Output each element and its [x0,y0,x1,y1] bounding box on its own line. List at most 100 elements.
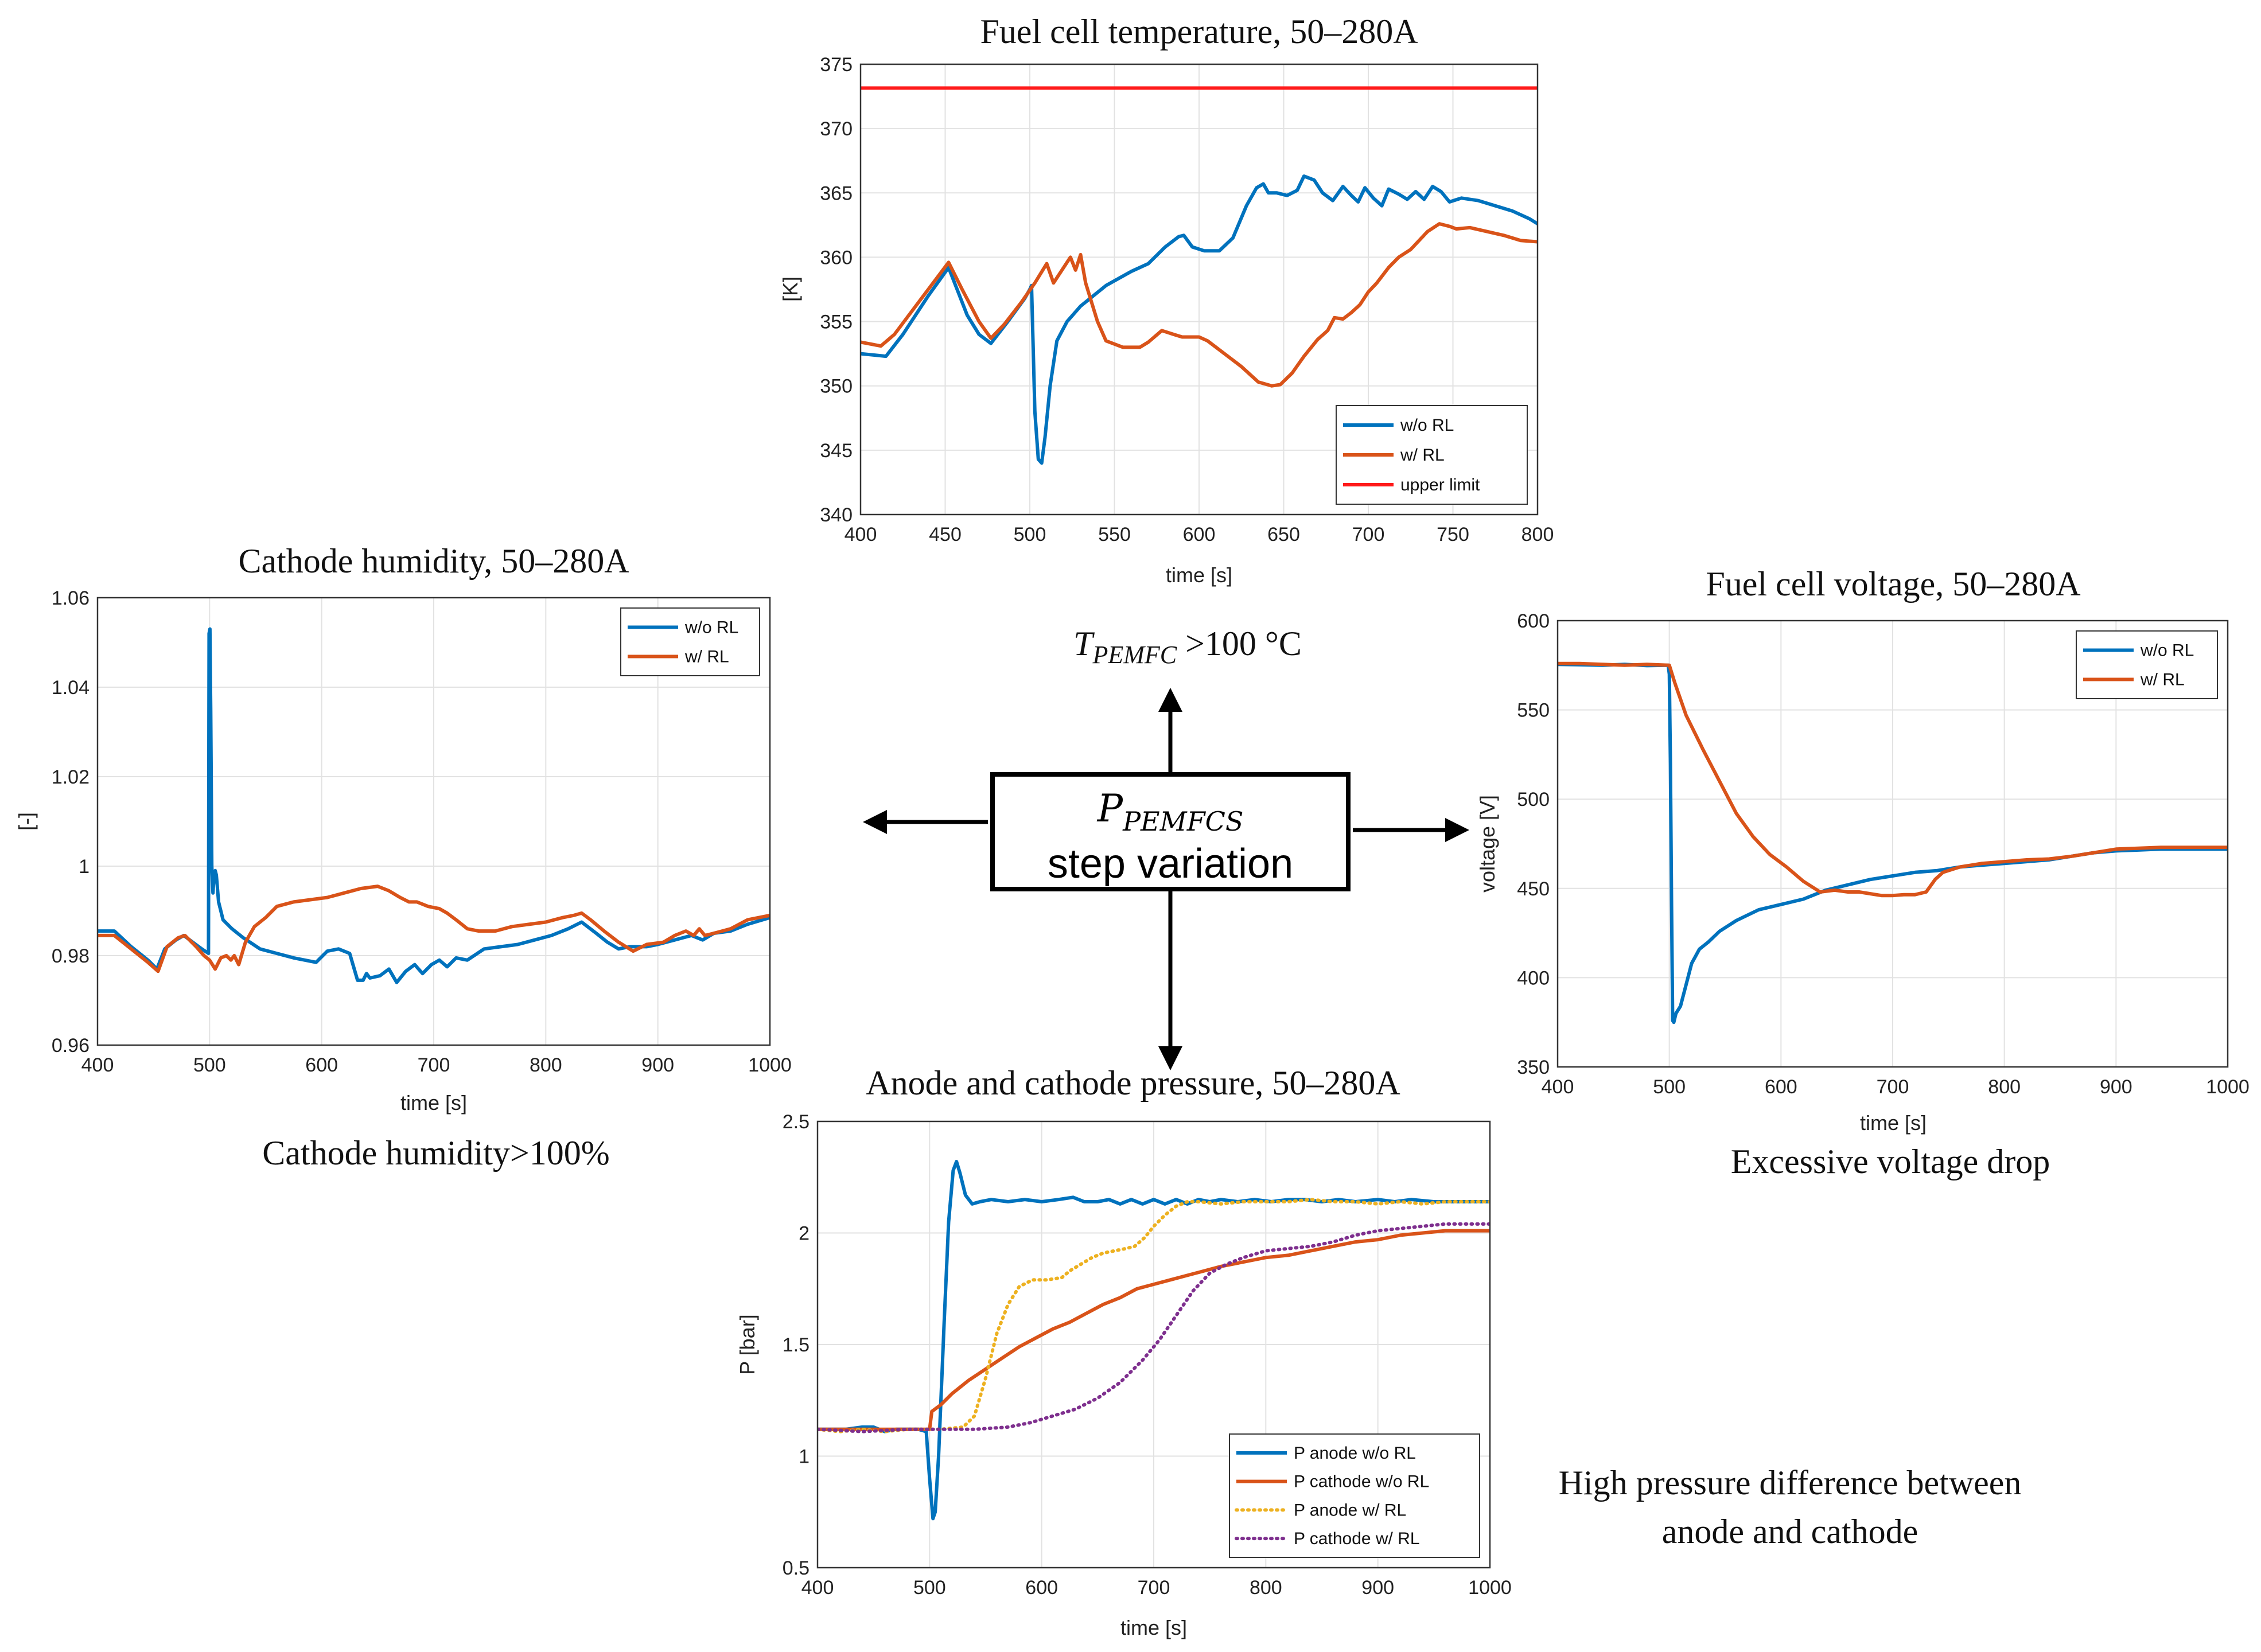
voltage-y-tick-label: 400 [1517,967,1550,989]
pressure-series [818,1160,1490,1521]
pressure-y-tick-label: 1.5 [783,1334,810,1356]
humidity-series-w-o-rl [98,627,770,984]
voltage-y-axis-label: voltage [V] [1476,795,1499,893]
pressure-y-tick-label: 2 [799,1223,810,1245]
pressure-y-axis-label: P [bar] [735,1314,759,1374]
voltage-series [1558,661,2228,1024]
temperature-x-tick-label: 400 [845,524,877,546]
temperature-y-tick-label: 375 [820,54,853,76]
humidity-y-tick-label: 1.06 [52,587,89,609]
humidity-y-tick-label: 1 [79,856,89,878]
temperature-x-tick-label: 500 [1014,524,1046,546]
pressure-chart: Anode and cathode pressure, 50–280A time… [735,1064,1512,1639]
temperature-x-tick-label: 600 [1183,524,1216,546]
temperature-legend-label-upper-limit: upper limit [1400,476,1480,494]
voltage-x-axis-label: time [s] [1860,1111,1927,1135]
voltage-axes-frame [1556,620,2229,1068]
humidity-legend-label-w-o-rl: w/o RL [684,618,738,637]
temperature-legend: w/o RL w/ RL upper limit [1336,405,1528,505]
temperature-y-tick-label: 370 [820,118,853,140]
pressure-x-axis-label: time [s] [1120,1616,1187,1639]
voltage-y-tick-label: 550 [1517,700,1550,722]
humidity-x-tick-label: 600 [305,1054,338,1076]
pressure-x-tick-label: 900 [1361,1577,1394,1599]
temperature-axes-frame [859,63,1539,516]
annotation-humidity: Cathode humidity>100% [262,1134,609,1172]
center-box-line1: PPEMFCS [1097,786,1244,837]
pressure-y-tick-label: 2.5 [783,1111,810,1133]
humidity-chart: Cathode humidity, 50–280A time [s] [-] 4… [14,542,792,1115]
temperature-x-tick-label: 800 [1521,524,1554,546]
pressure-series-p-anode-w-rl [818,1198,1490,1433]
pressure-x-tick-label: 800 [1250,1577,1282,1599]
pressure-legend: P anode w/o RL P cathode w/o RL P anode w/… [1229,1433,1480,1558]
pressure-axes-frame [816,1120,1491,1569]
temperature-legend-label-w-rl: w/ RL [1400,446,1445,465]
temperature-chart-title: Fuel cell temperature, 50–280A [980,13,1418,50]
temperature-x-axis-label: time [s] [1166,563,1232,587]
humidity-axes-frame [96,597,771,1046]
pressure-x-tick-label: 700 [1138,1577,1170,1599]
pressure-x-tick-label: 1000 [1468,1577,1512,1599]
humidity-legend: w/o RL w/ RL [620,607,760,676]
voltage-y-tick-label: 500 [1517,789,1550,811]
temperature-chart: Fuel cell temperature, 50–280A time [s] … [779,13,1554,587]
voltage-y-tick-label: 450 [1517,878,1550,900]
humidity-y-tick-label: 0.98 [52,945,89,967]
temperature-y-tick-label: 365 [820,182,853,204]
humidity-y-tick-label: 1.02 [52,766,89,788]
pressure-x-tick-label: 500 [913,1577,946,1599]
center-box-line2: step variation [1048,841,1293,887]
temperature-x-tick-label: 700 [1352,524,1385,546]
voltage-chart-title: Fuel cell voltage, 50–280A [1706,565,2080,603]
temperature-y-tick-label: 345 [820,440,853,462]
humidity-y-tick-label: 1.04 [52,677,89,699]
pressure-legend-label-p-anode-w-rl: P anode w/ RL [1294,1501,1406,1519]
pressure-legend-label-p-anode-w-o-rl: P anode w/o RL [1294,1444,1416,1463]
voltage-x-tick-label: 800 [1988,1076,2021,1098]
humidity-series-w-rl [98,885,770,973]
annotation-pressure-line1: High pressure difference between [1559,1464,2022,1502]
voltage-x-tick-label: 600 [1765,1076,1797,1098]
pressure-x-tick-label: 400 [801,1577,834,1599]
voltage-legend-label-w-rl: w/ RL [2140,671,2185,689]
temperature-x-tick-label: 450 [929,524,962,546]
annotation-temperature: TPEMFC >100 °C [1073,625,1302,669]
voltage-y-tick-label: 600 [1517,610,1550,632]
temperature-y-tick-label: 350 [820,376,853,398]
voltage-legend-label-w-o-rl: w/o RL [2140,641,2194,660]
humidity-y-tick-label: 0.96 [52,1035,89,1057]
pressure-chart-title: Anode and cathode pressure, 50–280A [866,1064,1400,1102]
annotation-pressure-line2: anode and cathode [1662,1513,1918,1550]
voltage-y-tick-label: 350 [1517,1057,1550,1078]
pressure-legend-label-p-cathode-w-o-rl: P cathode w/o RL [1294,1472,1429,1491]
humidity-x-tick-label: 400 [81,1054,114,1076]
humidity-y-axis-label: [-] [14,812,38,831]
center-diagram: PPEMFCS step variation TPEMFC >100 °C [863,625,1469,1070]
humidity-x-tick-label: 700 [418,1054,450,1076]
voltage-x-tick-label: 700 [1877,1076,1909,1098]
humidity-x-tick-label: 500 [193,1054,226,1076]
voltage-x-tick-label: 500 [1653,1076,1686,1098]
temperature-x-tick-label: 650 [1267,524,1300,546]
temperature-y-axis-label: [K] [779,276,802,302]
humidity-x-tick-label: 900 [641,1054,674,1076]
humidity-x-tick-label: 800 [530,1054,562,1076]
temperature-legend-label-w-o-rl: w/o RL [1400,416,1454,435]
voltage-x-tick-label: 400 [1542,1076,1574,1098]
temperature-series [861,86,1538,465]
humidity-x-tick-label: 1000 [748,1054,792,1076]
temperature-y-tick-label: 340 [820,504,853,526]
center-box [990,772,1351,891]
voltage-legend: w/o RL w/ RL [2076,630,2218,699]
pressure-y-tick-label: 0.5 [783,1557,810,1579]
humidity-legend-label-w-rl: w/ RL [684,648,729,667]
pressure-series-p-cathode-w-rl [818,1222,1490,1433]
humidity-series [98,627,770,984]
annotation-voltage: Excessive voltage drop [1731,1143,2050,1180]
temperature-x-tick-label: 550 [1098,524,1131,546]
humidity-chart-title: Cathode humidity, 50–280A [238,542,629,580]
temperature-y-tick-label: 355 [820,311,853,333]
pressure-x-tick-label: 600 [1025,1577,1058,1599]
